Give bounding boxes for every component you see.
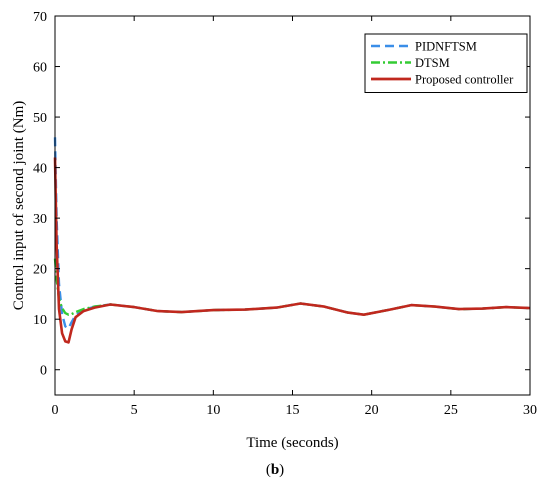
y-tick-label: 0 [40, 364, 47, 379]
y-tick-label: 70 [33, 10, 47, 25]
y-tick-label: 60 [33, 61, 47, 76]
chart: 0 5 10 15 20 25 30 0 10 20 30 40 50 60 70 Time (second… [11, 10, 537, 451]
y-axis-label: Control input of second joint (Nm) [11, 101, 27, 311]
x-tick-label: 10 [206, 403, 220, 418]
y-tick-label: 10 [33, 313, 47, 328]
caption-label: b [270, 462, 280, 478]
figure-caption: (b) [0, 462, 550, 479]
legend-label-3: Proposed controller [415, 73, 514, 87]
caption-prefix: ( [265, 462, 271, 478]
axes-layer: 0 5 10 15 20 25 30 0 10 20 30 40 50 60 70 [33, 10, 537, 418]
series-layer [53, 137, 531, 344]
x-tick-label: 25 [444, 403, 458, 418]
legend-label-1: PIDNFTSM [415, 40, 477, 54]
y-tick-label: 20 [33, 263, 47, 278]
y-tick-label: 30 [33, 212, 47, 227]
x-tick-label: 0 [52, 403, 59, 418]
x-tick-label: 20 [365, 403, 379, 418]
series-line-3 [53, 157, 531, 344]
y-tick-label: 40 [33, 162, 47, 177]
legend-label-2: DTSM [415, 56, 450, 70]
x-tick-label: 15 [286, 403, 300, 418]
y-tick-label: 50 [33, 111, 47, 126]
caption-suffix: ) [279, 462, 285, 478]
x-axis-label: Time (seconds) [246, 435, 338, 451]
x-tick-label: 30 [523, 403, 537, 418]
legend: PIDNFTSM DTSM Proposed controller [364, 33, 528, 93]
x-tick-label: 5 [131, 403, 138, 418]
